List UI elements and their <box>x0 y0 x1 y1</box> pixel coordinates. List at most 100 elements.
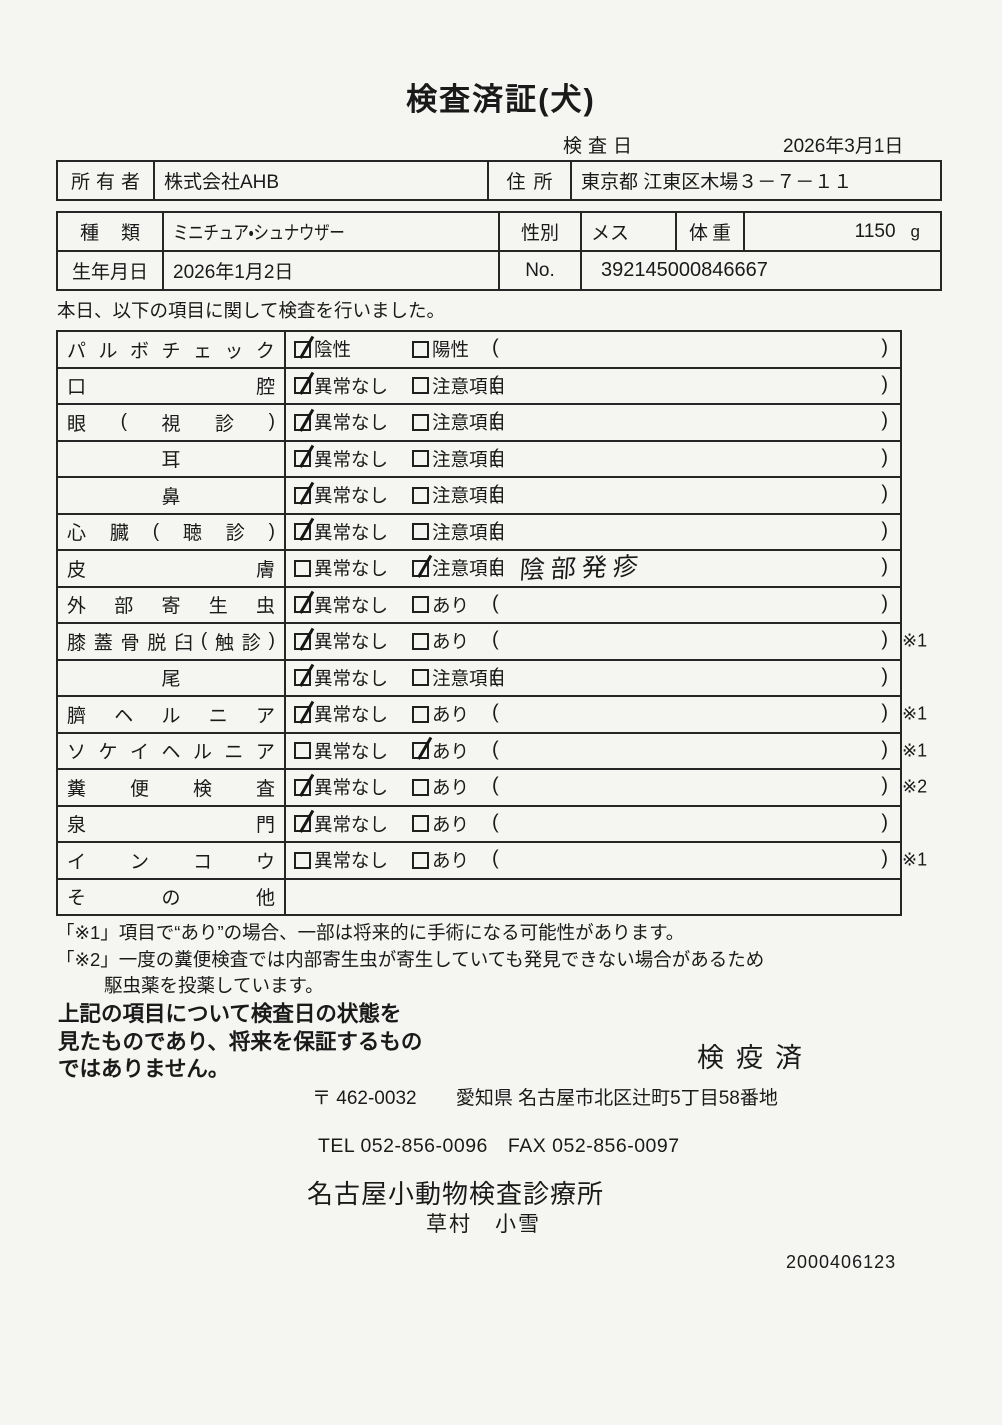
exam-option-1: 異常なし <box>294 373 388 399</box>
exam-option-2-label: 注意項目 <box>432 521 507 543</box>
exam-option-1-label: 異常なし <box>314 412 389 434</box>
exam-option-2: 注意項目 <box>412 665 506 691</box>
checkbox-icon <box>294 596 311 614</box>
exam-item-label: 皮膚 <box>58 551 286 586</box>
checkbox-icon <box>294 413 311 431</box>
exam-item-label: インコウ <box>58 843 286 878</box>
checkbox-icon <box>294 450 311 468</box>
exam-row: 皮膚 異常なし 注意項目 ( 陰部発疹 ) <box>58 551 900 588</box>
breed-value-cell: ミニチュア・シュナウザー <box>164 213 500 250</box>
animal-row-2: 生年月日 2026年1月2日 No. 392145000846667 <box>58 250 940 289</box>
address-label-cell: 住所 <box>489 162 572 199</box>
exam-row-body: 異常なし 注意項目 ( 陰部発疹 ) <box>286 551 900 586</box>
exam-option-1: 異常なし <box>294 628 388 654</box>
exam-option-1-label: 異常なし <box>314 740 389 762</box>
note-paren-close: ) <box>881 336 888 359</box>
exam-row-body: 異常なし 注意項目 ( ) <box>286 369 900 404</box>
exam-item-label: 眼(視診) <box>58 405 286 440</box>
animal-table: 種類 ミニチュア・シュナウザー 性別 メス 体重 1150 g 生年月日 202… <box>56 211 942 291</box>
exam-option-2: 注意項目 <box>412 519 506 545</box>
exam-row: 耳 異常なし 注意項目 ( ) <box>58 441 900 478</box>
exam-option-2: あり <box>412 774 469 800</box>
postal-code: 〒 462-0032 <box>312 1088 417 1109</box>
reference-mark: ※1 <box>902 740 928 761</box>
exam-option-1-label: 異常なし <box>314 594 389 616</box>
exam-option-1-label: 異常なし <box>314 777 389 799</box>
exam-option-2-label: あり <box>432 850 470 872</box>
exam-option-2-label: あり <box>432 777 470 799</box>
exam-item-label: 心臓(聴診) <box>58 514 286 549</box>
owner-label-cell: 所有者 <box>58 162 155 199</box>
exam-option-1-label: 異常なし <box>314 850 389 872</box>
exam-row: 糞便検査 異常なし あり ( ) ※2 <box>58 770 927 807</box>
exam-row: 口腔 異常なし 注意項目 ( ) <box>58 368 900 405</box>
exam-option-2-label: あり <box>432 594 470 616</box>
exam-item-label: 外部寄生虫 <box>58 587 286 622</box>
handwritten-note: 陰部発疹 <box>518 552 646 585</box>
address-label: 住所 <box>506 172 561 193</box>
note-paren-open: ( <box>492 628 499 651</box>
exam-item-label: 口腔 <box>58 368 286 403</box>
note-paren-close: ) <box>881 555 888 578</box>
exam-row-body: 異常なし あり ( ) <box>286 734 900 769</box>
exam-option-2-label: 注意項目 <box>432 448 507 470</box>
address-value-cell: 東京都 江東区木場３－７－１１ <box>572 162 940 199</box>
no-value: 392145000846667 <box>601 259 768 281</box>
note-paren-open: ( <box>492 519 499 542</box>
exam-option-1-label: 異常なし <box>314 485 389 507</box>
disclaimer-line: 見たものであり、将来を保証するもの <box>58 1029 423 1054</box>
exam-item-label: 耳 <box>58 441 286 476</box>
exam-row-body: 陰性 陽性 ( ) <box>286 332 900 367</box>
exam-row-body: 異常なし 注意項目 ( ) <box>286 515 900 550</box>
checkbox-icon <box>412 669 429 687</box>
exam-row: 鼻 異常なし 注意項目 ( ) <box>58 478 900 515</box>
exam-row: 外部寄生虫 異常なし あり ( ) <box>58 587 900 624</box>
birth-value: 2026年1月2日 <box>173 262 294 283</box>
exam-option-2: 注意項目 <box>412 555 506 581</box>
checkbox-icon <box>294 486 311 504</box>
checkbox-icon <box>412 377 429 395</box>
owner-label: 所有者 <box>70 172 146 193</box>
checkbox-icon <box>412 705 429 723</box>
note-paren-close: ) <box>881 373 888 396</box>
weight-value-cell: 1150 g <box>745 213 940 250</box>
exam-item-label: 膝蓋骨脱臼(触診) <box>58 624 286 659</box>
exam-row: 眼(視診) 異常なし 注意項目 ( ) <box>58 405 900 442</box>
weight-unit: g <box>910 221 920 241</box>
checkbox-icon <box>412 815 429 833</box>
address-value: 東京都 江東区木場３－７－１１ <box>581 172 853 193</box>
footnote-line: 「※1」項目で“あり”の場合、一部は将来的に手術になる可能性があります。 <box>56 922 685 943</box>
note-paren-open: ( <box>492 811 499 834</box>
exam-option-1: 異常なし <box>294 409 388 435</box>
note-paren-open: ( <box>492 409 499 432</box>
note-paren-open: ( <box>492 665 499 688</box>
checkbox-icon <box>294 559 311 577</box>
exam-option-1: 異常なし <box>294 555 388 581</box>
checkbox-icon <box>294 851 311 869</box>
exam-row-body <box>286 880 900 915</box>
disclaimer-text: 上記の項目について検査日の状態を 見たものであり、将来を保証するもの ではありま… <box>58 1001 422 1084</box>
note-paren-close: ) <box>881 592 888 615</box>
exam-row: 心臓(聴診) 異常なし 注意項目 ( ) <box>58 514 900 551</box>
animal-row-1: 種類 ミニチュア・シュナウザー 性別 メス 体重 1150 g <box>58 213 940 250</box>
footnote-line: 「※2」一度の糞便検査では内部寄生虫が寄生していても発見できない場合があるため <box>56 948 765 970</box>
exam-option-2: あり <box>412 592 469 618</box>
note-paren-open: ( <box>492 555 499 578</box>
breed-label: 種類 <box>79 223 162 244</box>
checkbox-icon <box>412 413 429 431</box>
breed-label-cell: 種類 <box>58 213 164 250</box>
exam-option-2-label: あり <box>432 704 470 726</box>
exam-option-1-label: 異常なし <box>314 521 389 543</box>
note-paren-close: ) <box>881 665 888 688</box>
sex-value: メス <box>591 223 630 244</box>
intro-text: 本日、以下の項目に関して検査を行いました。 <box>57 300 445 321</box>
exam-row: ソケイヘルニア 異常なし あり ( ) ※1 <box>58 733 927 770</box>
no-label-cell: No. <box>500 252 582 289</box>
note-paren-open: ( <box>492 373 499 396</box>
exam-option-2-label: 注意項目 <box>432 375 507 397</box>
note-paren-close: ) <box>881 446 888 469</box>
checkbox-icon <box>412 523 429 541</box>
checkbox-icon <box>294 523 311 541</box>
checkbox-icon <box>294 340 311 358</box>
note-paren-open: ( <box>492 592 499 615</box>
